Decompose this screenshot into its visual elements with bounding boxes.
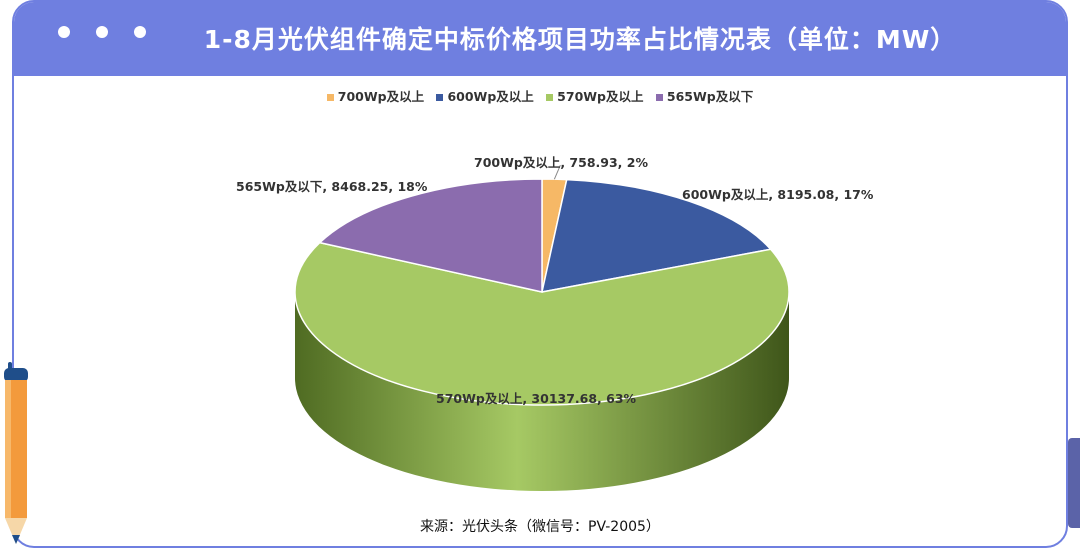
pencil-icon xyxy=(4,362,28,544)
title-bar: 1-8月光伏组件确定中标价格项目功率占比情况表（单位：MW） xyxy=(14,2,1066,76)
pie-slice xyxy=(294,241,790,406)
side-tab xyxy=(1068,438,1080,528)
legend-swatch xyxy=(655,94,663,101)
legend-swatch xyxy=(546,94,554,101)
pie-chart xyxy=(294,164,790,491)
leader-line xyxy=(553,164,561,180)
legend-item: 700Wp及以上 xyxy=(326,86,425,105)
legend-item: 600Wp及以上 xyxy=(436,86,534,105)
pie-slice xyxy=(318,178,543,293)
data-label: 700Wp及以上, 758.93, 2% xyxy=(474,155,648,170)
legend-item: 565Wp及以下 xyxy=(655,86,754,105)
pie-slice xyxy=(541,178,773,293)
legend-label: 700Wp及以上 xyxy=(337,89,425,104)
legend-label: 565Wp及以下 xyxy=(666,89,754,104)
data-label: 600Wp及以上, 8195.08, 17% xyxy=(682,187,874,202)
legend-swatch xyxy=(326,94,334,101)
legend-label: 600Wp及以上 xyxy=(447,89,534,104)
chart-card: 1-8月光伏组件确定中标价格项目功率占比情况表（单位：MW） 700Wp及以上 … xyxy=(12,0,1068,548)
pie-slice-side xyxy=(295,292,789,491)
window-dot-icon xyxy=(58,26,70,38)
source-note: 来源：光伏头条（微信号：PV-2005） xyxy=(420,519,660,535)
data-label: 565Wp及以下, 8468.25, 18% xyxy=(236,179,428,194)
legend-label: 570Wp及以上 xyxy=(557,89,644,104)
legend-swatch xyxy=(436,94,444,101)
legend-item: 570Wp及以上 xyxy=(546,86,644,105)
data-label: 570Wp及以上, 30137.68, 63% xyxy=(436,391,637,406)
chart-legend: 700Wp及以上 600Wp及以上 570Wp及以上 565Wp及以下 xyxy=(14,86,1066,105)
window-dot-icon xyxy=(96,26,108,38)
window-dot-icon xyxy=(134,26,146,38)
page-title: 1-8月光伏组件确定中标价格项目功率占比情况表（单位：MW） xyxy=(203,25,957,54)
